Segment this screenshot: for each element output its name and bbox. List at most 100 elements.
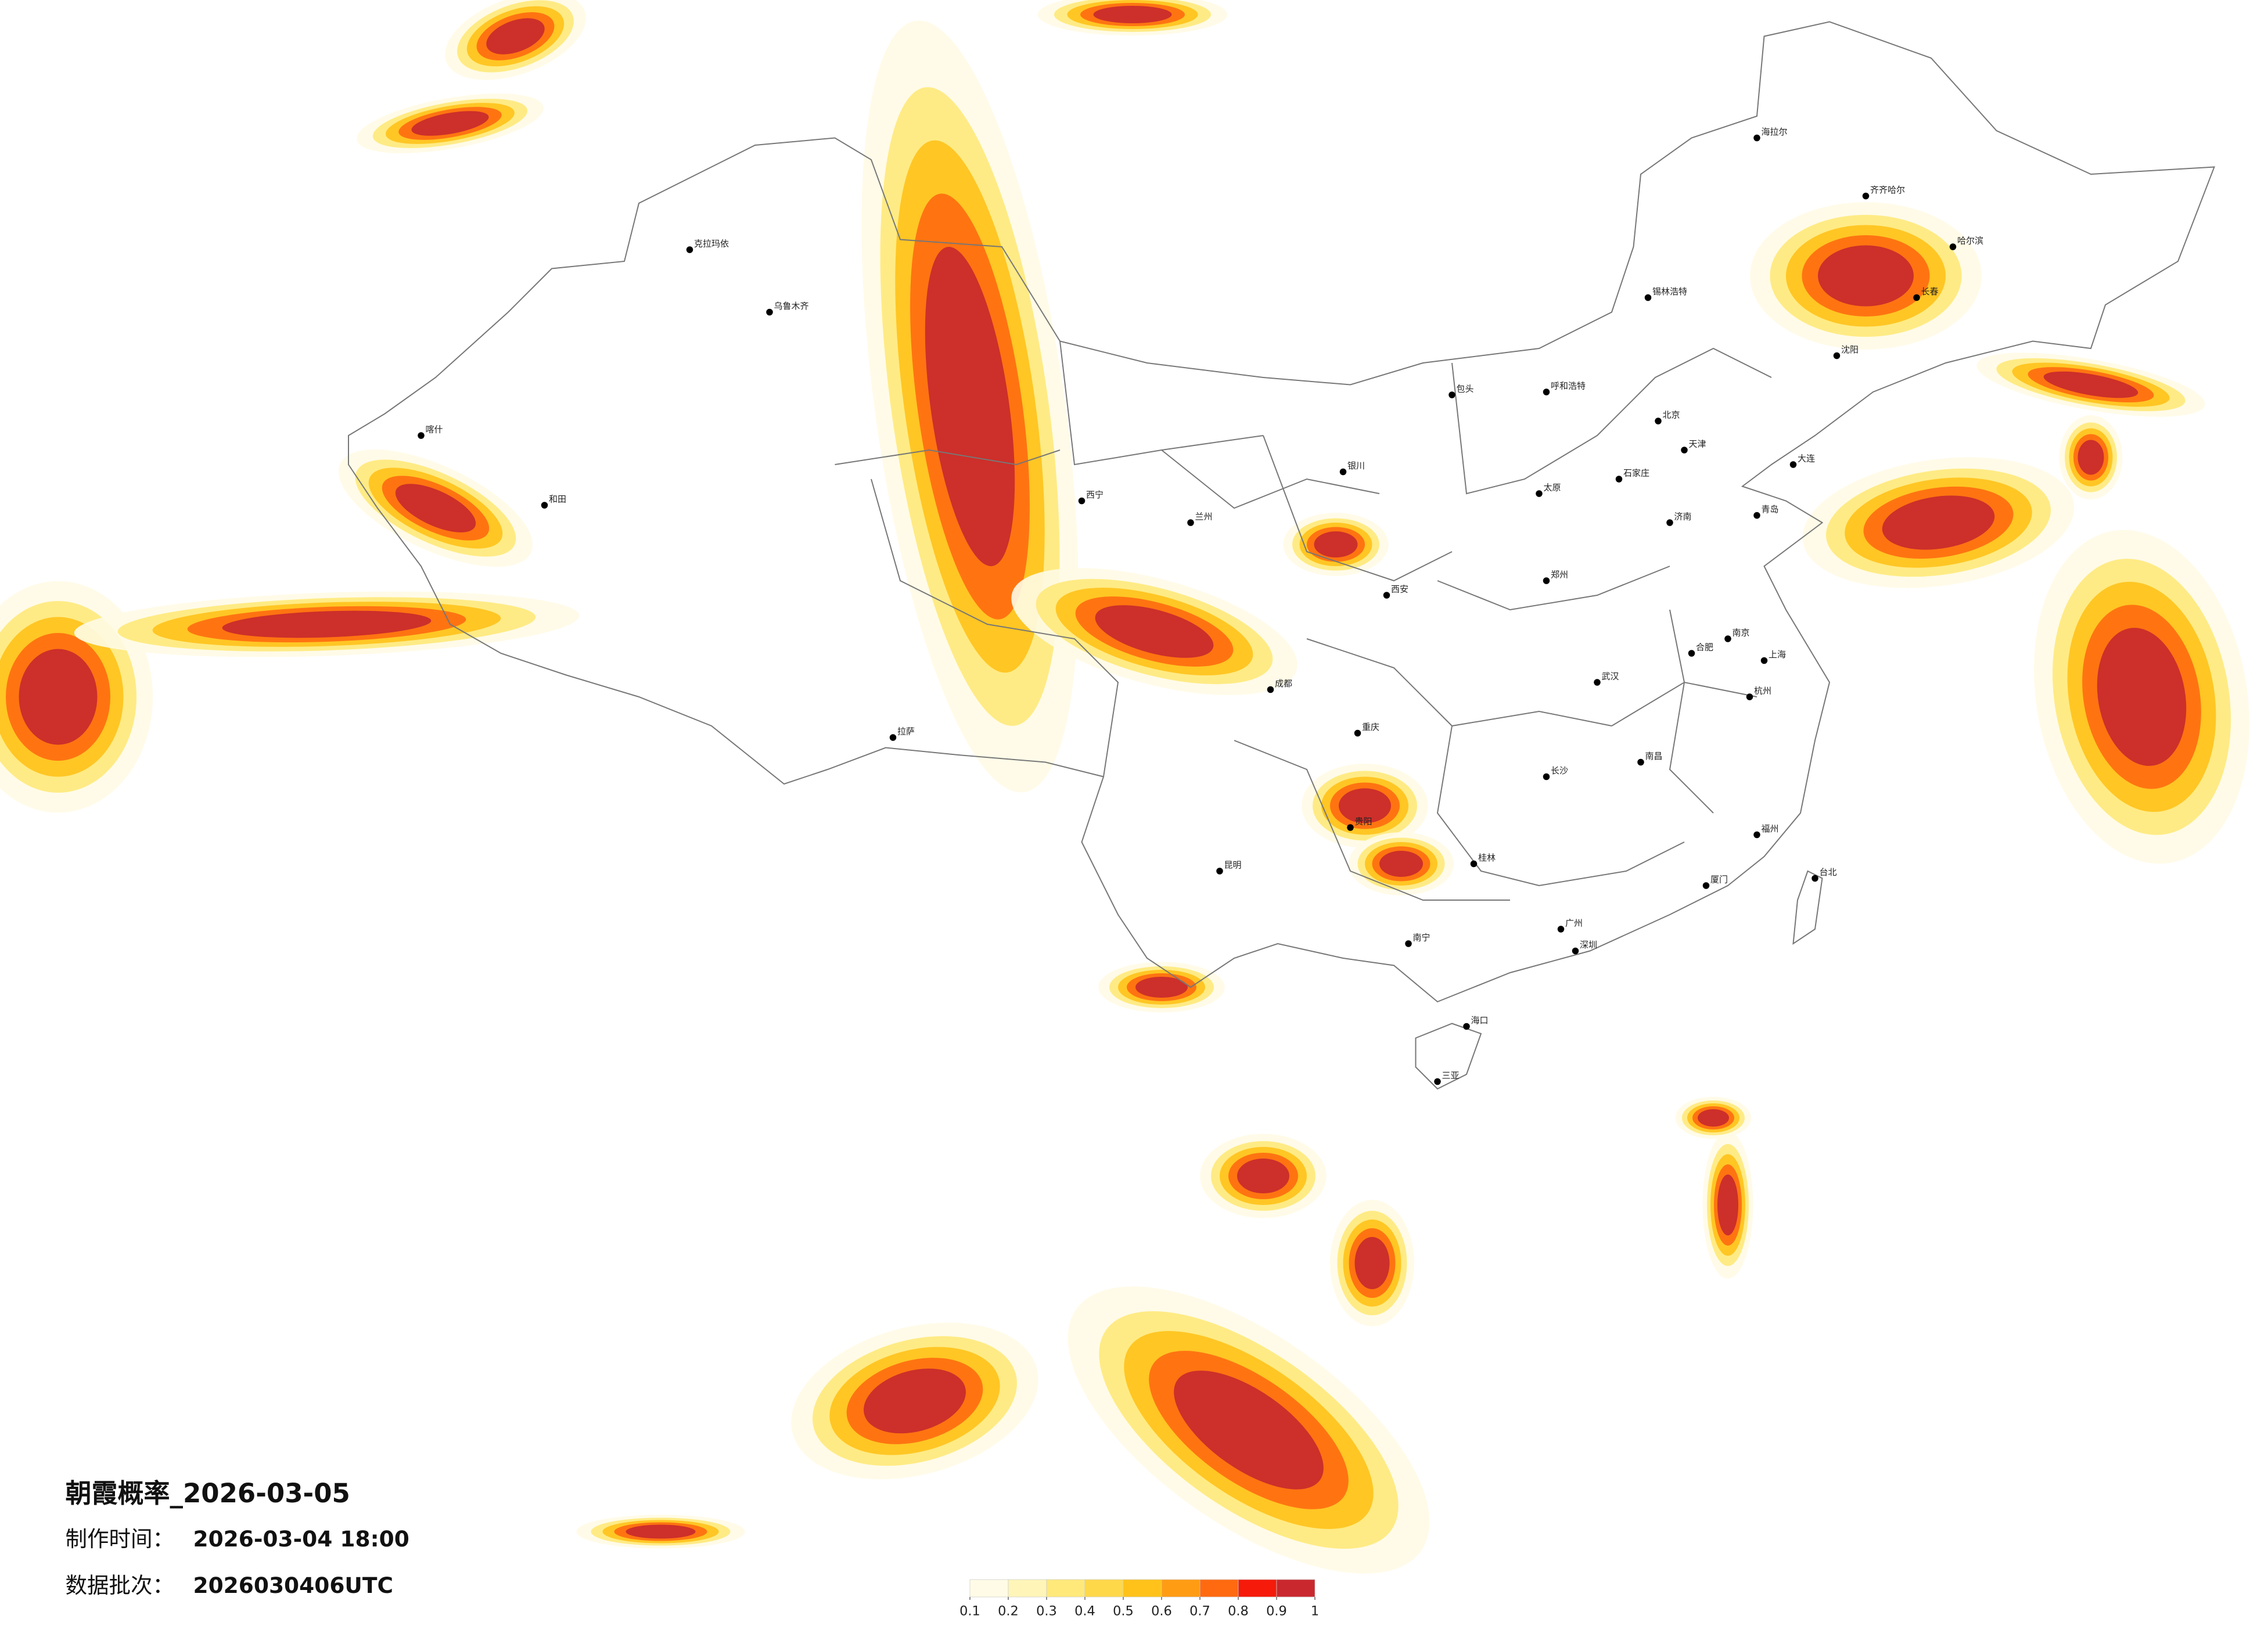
city-dot [1811,875,1818,882]
country-outline [348,21,2215,1003]
probability-area [411,111,489,136]
city-dot [1913,294,1920,301]
city-dot [1760,657,1768,664]
legend-swatch [1276,1579,1315,1598]
probability-area [1174,1370,1324,1490]
city-label: 乌鲁木齐 [774,301,809,311]
city-dot [1833,352,1841,359]
city-dot [1637,758,1644,766]
legend-swatch [1238,1579,1277,1598]
city-label: 海拉尔 [1762,127,1788,137]
legend-swatch [969,1579,1009,1598]
borders [348,21,2215,1090]
city-dot [1789,461,1797,468]
probability-area [2043,371,2138,398]
probability-area [1093,6,1172,23]
city-dot [1543,773,1550,780]
probability-area [1237,1159,1289,1193]
city-dot [1543,577,1550,584]
legend-tick-label: 0.3 [1036,1604,1057,1619]
legend: 0.1 0.2 0.3 0.4 0.5 0.6 0.7 0.8 0.9 1 [959,1579,1319,1619]
city-dot [1267,686,1274,693]
city-dot [1688,650,1695,657]
city-label: 长沙 [1551,765,1568,776]
legend-swatch [1199,1579,1239,1598]
city-label: 北京 [1663,410,1680,420]
city-dot [418,432,425,439]
probability-area [222,610,432,638]
city-dot [1187,519,1194,526]
legend-swatch [1123,1579,1162,1598]
city-dot [1557,926,1565,933]
probability-area [1818,245,1914,307]
probability-area [864,1368,966,1434]
map-title: 朝霞概率_2026-03-05 [66,1478,350,1509]
legend-tick-label: 0.9 [1266,1604,1287,1619]
city-dot [1078,497,1086,505]
city-dot [1448,391,1455,398]
legend-tick-label: 0.5 [1113,1604,1134,1619]
city-label: 福州 [1762,823,1779,834]
city-dot [889,734,897,741]
city-dot [1594,679,1601,686]
city-label: 贵阳 [1355,816,1372,827]
city-label: 杭州 [1754,686,1771,696]
city-label: 海口 [1471,1015,1489,1026]
probability-area [2097,628,2187,766]
city-dot [1644,294,1652,301]
city-dot [1470,860,1478,868]
city-label: 太原 [1544,483,1561,493]
probability-area [1882,495,1995,550]
city-label: 兰州 [1195,512,1213,522]
city-label: 呼和浩特 [1551,381,1586,391]
legend-swatch [1046,1579,1086,1598]
city-label: 郑州 [1551,570,1568,580]
probability-area [1717,1174,1739,1236]
made-time-label: 制作时间： [66,1526,175,1552]
batch: 2026030406UTC [193,1573,393,1598]
city-label: 石家庄 [1623,468,1649,479]
province-lines [835,341,1772,901]
city-label: 合肥 [1696,642,1713,653]
city-dot [1724,635,1731,642]
city-dot [1463,1023,1470,1030]
legend-tick-label: 1 [1311,1604,1319,1619]
city-dot [1383,592,1390,599]
city-dot [541,502,548,509]
city-label: 和田 [549,494,566,505]
city-label: 昆明 [1224,860,1242,870]
legend-tick-label: 0.8 [1228,1604,1249,1619]
probability-area [1354,1237,1390,1289]
city-dot [1949,243,1957,250]
legend-tick-label: 0.7 [1189,1604,1210,1619]
city-dot [766,308,773,316]
city-dot [1753,134,1760,142]
city-label: 三亚 [1442,1070,1460,1081]
probability-area [1314,531,1358,557]
city-label: 天津 [1689,439,1706,449]
city-dot [1666,519,1673,526]
city-label: 南昌 [1645,751,1663,761]
city-label: 南京 [1733,628,1750,638]
city-label: 克拉玛依 [694,239,729,249]
city-dot [1339,468,1347,476]
city-dot [1405,940,1412,947]
probability-area [1379,851,1423,877]
city-label: 拉萨 [897,726,915,737]
city-label: 广州 [1565,918,1583,929]
city-dot [1681,447,1688,454]
taiwan [1792,870,1823,945]
city-label: 包头 [1457,384,1474,394]
city-label: 重庆 [1362,722,1379,732]
probability-area [1339,788,1391,823]
city-label: 大连 [1798,454,1815,464]
hainan [1415,1023,1482,1090]
city-dot [1216,868,1223,875]
legend-swatch [1161,1579,1201,1598]
city-label: 厦门 [1710,875,1728,885]
legend-tick-label: 0.4 [1074,1604,1095,1619]
